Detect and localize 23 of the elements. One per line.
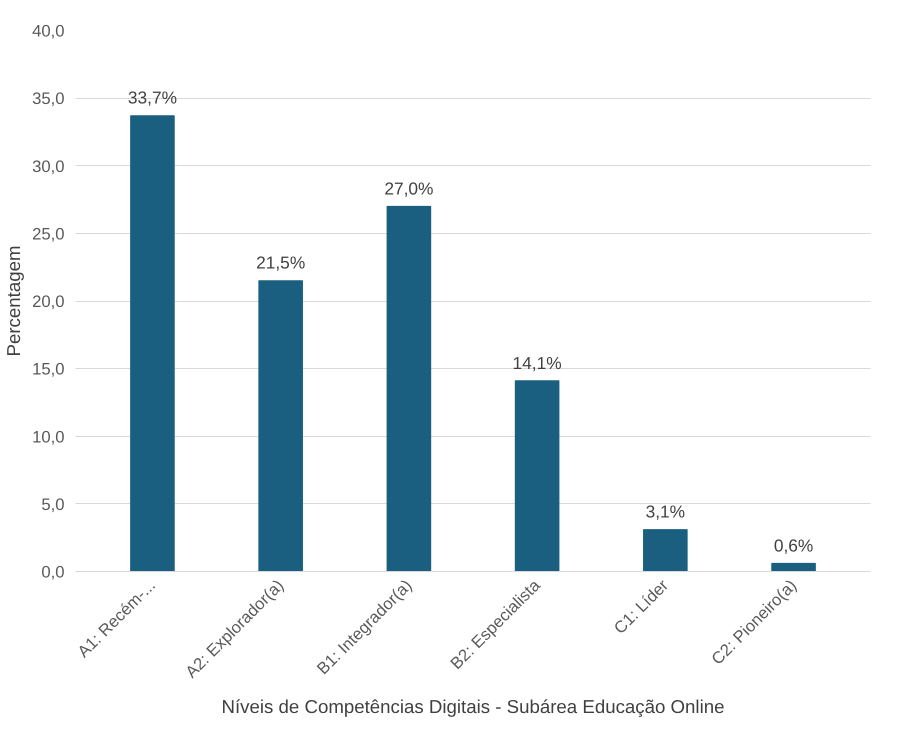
data-label: 0,6%: [774, 535, 814, 556]
y-tick-label: 0,0: [41, 562, 64, 582]
y-tick-label: 5,0: [41, 494, 64, 514]
y-tick-label: 40,0: [32, 22, 65, 40]
data-label: 14,1%: [512, 352, 562, 373]
bar: [514, 380, 560, 572]
y-axis-title: Percentagem: [3, 246, 24, 356]
data-label: 27,0%: [384, 178, 434, 198]
bar: [258, 280, 303, 572]
y-tick-label: 10,0: [32, 427, 65, 446]
bar: [130, 115, 175, 572]
y-tick-label: 25,0: [32, 224, 65, 244]
x-axis-title: Níveis de Competências Digitais - Subárea Educação Online: [222, 696, 724, 718]
bar: [771, 562, 816, 572]
data-label: 3,1%: [646, 502, 686, 522]
bar: [386, 206, 432, 572]
y-tick-label: 20,0: [32, 292, 65, 311]
y-tick-label: 35,0: [32, 89, 65, 108]
data-label: 21,5%: [256, 252, 306, 273]
y-tick-label: 30,0: [32, 156, 65, 176]
y-tick-label: 15,0: [32, 360, 65, 379]
bar: [643, 529, 688, 572]
data-label: 33,7%: [128, 88, 178, 108]
